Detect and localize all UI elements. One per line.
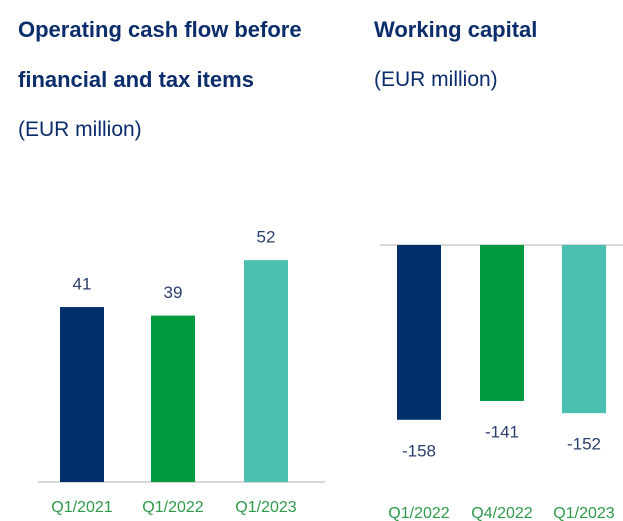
- chart-subtitle: (EUR million): [374, 68, 498, 91]
- value-label: -152: [567, 435, 601, 454]
- bar: [151, 315, 195, 482]
- x-tick-label: Q1/2023: [553, 505, 614, 521]
- bar: [480, 245, 524, 401]
- bar: [60, 307, 104, 482]
- bar: [397, 245, 441, 420]
- x-tick-label: Q4/2022: [471, 505, 532, 521]
- chart-subtitle: (EUR million): [18, 118, 142, 141]
- bar: [244, 260, 288, 482]
- value-label: -158: [402, 441, 436, 460]
- chart-title: Operating cash flow before financial and…: [18, 17, 302, 92]
- bar: [562, 245, 606, 414]
- x-tick-label: Q1/2023: [235, 499, 296, 516]
- x-tick-label: Q1/2021: [51, 499, 112, 516]
- value-label: 41: [73, 275, 92, 294]
- value-label: 39: [164, 283, 183, 302]
- x-tick-label: Q1/2022: [388, 505, 449, 521]
- value-label: -141: [485, 422, 519, 441]
- value-label: 52: [257, 228, 276, 247]
- x-tick-label: Q1/2022: [142, 499, 203, 516]
- chart-title: Working capital: [374, 17, 538, 42]
